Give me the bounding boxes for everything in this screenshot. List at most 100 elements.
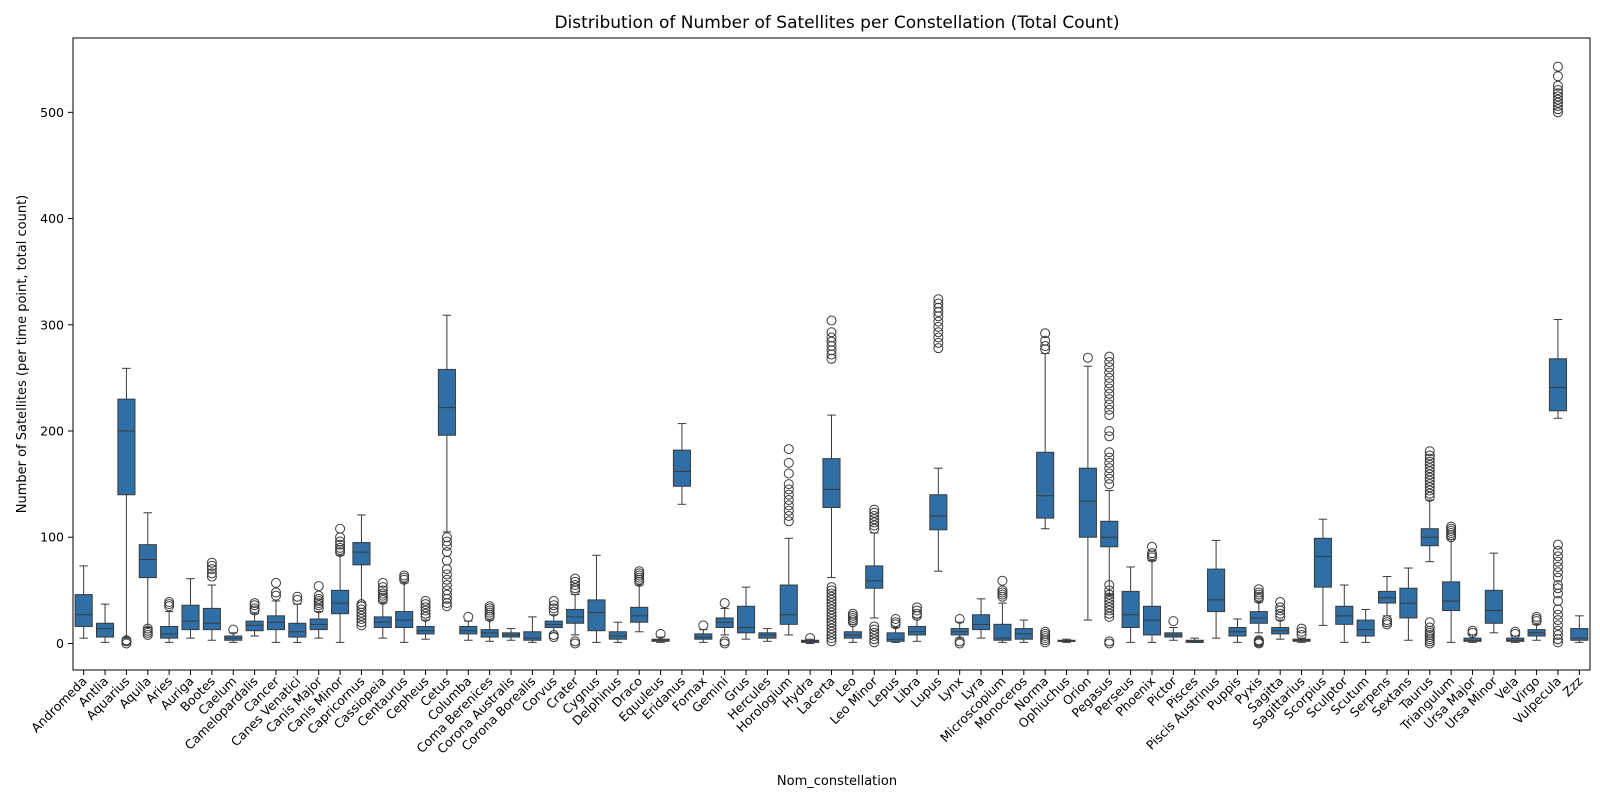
outlier-point xyxy=(1424,485,1435,496)
box-group xyxy=(1399,567,1418,641)
outlier-point xyxy=(1424,491,1435,502)
outlier-point xyxy=(1424,469,1435,480)
box-group xyxy=(672,423,691,505)
outlier-point xyxy=(826,594,837,605)
outlier-point xyxy=(206,571,217,582)
box xyxy=(1356,619,1375,637)
outlier-point xyxy=(1104,388,1115,399)
outlier-point xyxy=(826,601,837,612)
box xyxy=(245,620,264,632)
outlier-point xyxy=(335,542,346,553)
box-group xyxy=(160,597,179,643)
outlier-point xyxy=(441,547,452,558)
box-group xyxy=(523,616,542,643)
outlier-point xyxy=(1552,604,1563,615)
outlier-point xyxy=(1552,100,1563,111)
outlier-point xyxy=(933,311,944,322)
box-group xyxy=(758,628,777,642)
outlier-point xyxy=(1104,602,1115,613)
outlier-point xyxy=(826,604,837,615)
box xyxy=(694,633,713,640)
outlier-point xyxy=(869,517,880,528)
box-group xyxy=(736,586,756,640)
box xyxy=(1377,590,1397,604)
outlier-point xyxy=(1510,626,1521,637)
box-group xyxy=(651,628,670,643)
outlier-point xyxy=(441,598,452,609)
outlier-point xyxy=(356,614,367,625)
box-group xyxy=(202,557,221,641)
box xyxy=(630,606,649,623)
box xyxy=(566,608,585,624)
box-group xyxy=(694,620,713,643)
outlier-point xyxy=(826,617,837,628)
outlier-point xyxy=(933,307,944,318)
outlier-point xyxy=(1424,617,1435,628)
outlier-point xyxy=(783,516,794,527)
box xyxy=(523,631,542,641)
y-tick-label: 400 xyxy=(40,211,64,226)
box xyxy=(1335,605,1354,625)
outlier-point xyxy=(1552,620,1563,631)
box xyxy=(352,542,371,566)
outlier-point xyxy=(292,594,303,605)
outlier-point xyxy=(1104,585,1115,596)
box-group xyxy=(395,570,414,643)
outlier-point xyxy=(783,457,794,468)
outlier-point xyxy=(206,557,217,568)
box-group xyxy=(1057,638,1076,643)
outlier-point xyxy=(1104,367,1115,378)
box xyxy=(331,589,350,615)
outlier-point xyxy=(335,536,346,547)
outlier-point xyxy=(1552,546,1563,557)
outlier-point xyxy=(911,608,922,619)
box-group xyxy=(1548,61,1567,648)
outlier-point xyxy=(997,575,1008,586)
box-group xyxy=(437,314,456,612)
outlier-point xyxy=(1552,104,1563,115)
outlier-point xyxy=(1552,91,1563,102)
outlier-point xyxy=(249,603,260,614)
outlier-point xyxy=(1104,473,1115,484)
outlier-point xyxy=(783,479,794,490)
outlier-point xyxy=(1104,636,1115,647)
box-group xyxy=(117,367,136,649)
box-group xyxy=(972,598,991,639)
box xyxy=(202,607,221,631)
outlier-point xyxy=(335,539,346,550)
outlier-point xyxy=(441,574,452,585)
outlier-point xyxy=(570,580,581,591)
box xyxy=(1142,605,1162,636)
x-tick-label: Zzz xyxy=(1559,673,1585,699)
box-group xyxy=(1463,625,1482,643)
outlier-point xyxy=(441,589,452,600)
outlier-point xyxy=(313,590,324,601)
y-tick-label: 300 xyxy=(40,317,64,332)
box xyxy=(1484,589,1503,624)
outlier-point xyxy=(911,602,922,613)
outlier-point xyxy=(548,603,559,614)
outlier-point xyxy=(826,591,837,602)
outlier-point xyxy=(1424,450,1435,461)
outlier-point xyxy=(1275,602,1286,613)
outlier-point xyxy=(826,327,837,338)
outlier-point xyxy=(1104,463,1115,474)
box-group xyxy=(416,595,435,640)
outlier-point xyxy=(933,321,944,332)
outlier-point xyxy=(1531,611,1542,622)
outlier-point xyxy=(1424,453,1435,464)
outlier-point xyxy=(1275,608,1286,619)
outlier-point xyxy=(1552,88,1563,99)
outlier-point xyxy=(805,633,816,644)
outlier-point xyxy=(548,595,559,606)
outlier-point xyxy=(1104,404,1115,415)
box-group xyxy=(801,633,820,644)
outlier-point xyxy=(313,593,324,604)
box xyxy=(1463,637,1482,642)
outlier-point xyxy=(1424,482,1435,493)
box xyxy=(1249,611,1268,624)
box xyxy=(1313,537,1332,588)
outlier-point xyxy=(933,332,944,343)
outlier-point xyxy=(1104,372,1115,383)
outlier-point xyxy=(1275,605,1286,616)
